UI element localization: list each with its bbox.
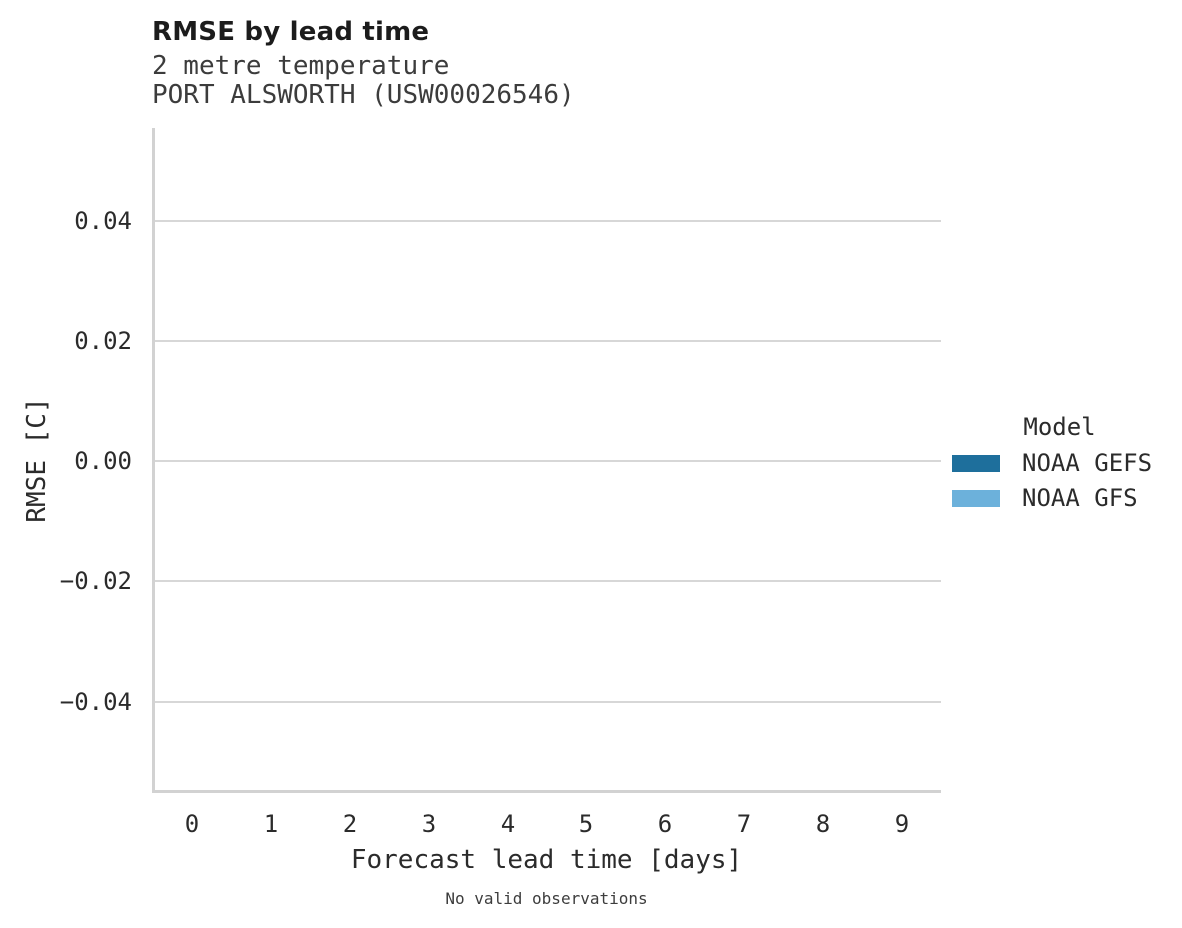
legend-entry-noaa-gefs: NOAA GEFS (952, 448, 1167, 478)
y-gridline (155, 220, 941, 222)
y-gridline (155, 580, 941, 582)
y-tick-label: 0.00 (74, 447, 132, 475)
chart-subtitle-variable: 2 metre temperature (152, 51, 450, 81)
legend-entry-noaa-gfs: NOAA GFS (952, 483, 1167, 513)
x-tick-label: 8 (815, 810, 831, 838)
y-gridline (155, 340, 941, 342)
chart-title: RMSE by lead time (152, 17, 430, 47)
y-tick-label: −0.02 (59, 567, 132, 595)
y-tick-label: 0.02 (74, 327, 132, 355)
legend: Model NOAA GEFS NOAA GFS (952, 412, 1167, 513)
x-tick-label: 7 (736, 810, 752, 838)
x-tick-label: 6 (657, 810, 673, 838)
x-tick-label: 3 (421, 810, 437, 838)
plot-area (152, 128, 941, 793)
x-tick-label: 2 (342, 810, 358, 838)
y-axis-label: RMSE [C] (22, 397, 52, 523)
y-gridline (155, 460, 941, 462)
legend-label: NOAA GEFS (1022, 449, 1153, 477)
chart-caption: No valid observations (445, 889, 648, 908)
x-tick-label: 9 (894, 810, 910, 838)
x-tick-label: 4 (500, 810, 516, 838)
x-axis-label: Forecast lead time [days] (350, 845, 743, 875)
chart-subtitle-station: PORT ALSWORTH (USW00026546) (152, 80, 575, 110)
x-tick-label: 5 (578, 810, 594, 838)
x-tick-label: 0 (184, 810, 200, 838)
y-tick-label: −0.04 (59, 688, 132, 716)
y-tick-label: 0.04 (74, 207, 132, 235)
legend-swatch-noaa-gfs (952, 489, 1000, 507)
legend-label: NOAA GFS (1022, 484, 1138, 512)
y-gridline (155, 701, 941, 703)
legend-title: Model (1023, 413, 1096, 441)
legend-swatch-noaa-gefs (952, 454, 1000, 472)
x-tick-label: 1 (263, 810, 279, 838)
